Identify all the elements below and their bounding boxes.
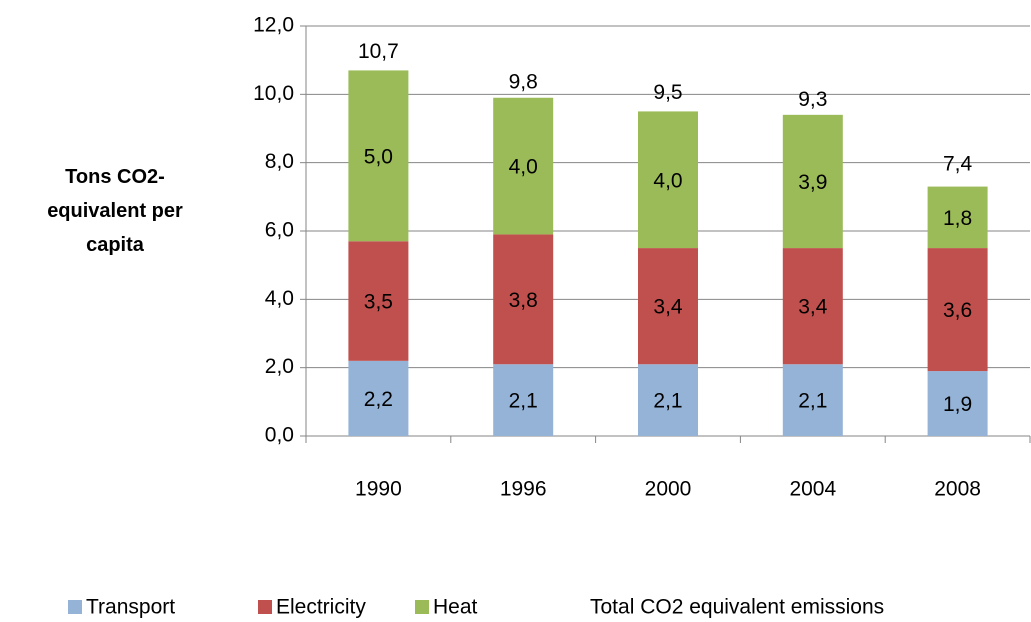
x-tick-label: 2004 xyxy=(789,478,836,501)
x-tick-label: 1990 xyxy=(355,478,402,501)
bar-segment xyxy=(782,114,843,249)
value-label: 1,9 xyxy=(943,393,972,416)
bar-segment xyxy=(348,360,409,436)
value-label: 1,8 xyxy=(943,207,972,230)
value-label: 2,1 xyxy=(798,390,827,413)
bar-segment xyxy=(638,248,698,365)
bar-segment xyxy=(782,364,843,436)
y-tick-label: 2,0 xyxy=(265,355,294,378)
value-label: 3,9 xyxy=(798,171,827,194)
value-label: 2,1 xyxy=(509,390,538,413)
legend-swatch xyxy=(68,600,82,614)
value-label: 4,0 xyxy=(653,169,682,192)
bar-segment xyxy=(493,97,554,235)
y-tick-label: 10,0 xyxy=(253,82,294,105)
bar-segment xyxy=(493,234,554,365)
y-axis-title: Tons CO2-equivalent per capita xyxy=(47,166,183,256)
bar-segment xyxy=(638,364,698,436)
value-label: 5,0 xyxy=(364,145,393,168)
total-label: 9,3 xyxy=(798,88,827,111)
y-tick-label: 8,0 xyxy=(265,150,294,173)
bar-segment xyxy=(348,241,409,361)
x-tick-label: 2000 xyxy=(645,478,692,501)
legend-label: Transport xyxy=(86,596,175,619)
value-label: 3,4 xyxy=(653,296,683,319)
x-tick-label: 2008 xyxy=(934,478,981,501)
value-label: 3,6 xyxy=(943,299,972,322)
bar-segment xyxy=(782,248,843,365)
bar-segment xyxy=(638,111,698,249)
y-tick-label: 12,0 xyxy=(253,14,294,37)
y-tick-label: 6,0 xyxy=(265,219,294,242)
legend-swatch xyxy=(415,600,429,614)
legend-swatch xyxy=(258,600,272,614)
bar-segment xyxy=(493,364,554,436)
value-label: 3,5 xyxy=(364,291,393,314)
legend-label: Total CO2 equivalent emissions xyxy=(590,596,884,619)
bar-segment xyxy=(927,371,988,436)
total-label: 7,4 xyxy=(943,153,973,176)
value-label: 2,2 xyxy=(364,388,393,411)
y-tick-label: 0,0 xyxy=(265,424,294,447)
y-tick-label: 4,0 xyxy=(265,287,294,310)
x-tick-label: 1996 xyxy=(500,478,547,501)
total-label: 9,5 xyxy=(653,81,682,104)
bar-segment xyxy=(927,248,988,372)
total-label: 10,7 xyxy=(358,40,399,63)
value-label: 3,8 xyxy=(509,289,538,312)
value-label: 4,0 xyxy=(509,156,538,179)
legend-label: Heat xyxy=(433,596,478,619)
value-label: 2,1 xyxy=(653,390,682,413)
value-label: 3,4 xyxy=(798,296,828,319)
bar-segment xyxy=(348,70,409,242)
total-label: 9,8 xyxy=(509,71,538,94)
bar-segment xyxy=(927,186,988,249)
legend-label: Electricity xyxy=(276,596,366,619)
